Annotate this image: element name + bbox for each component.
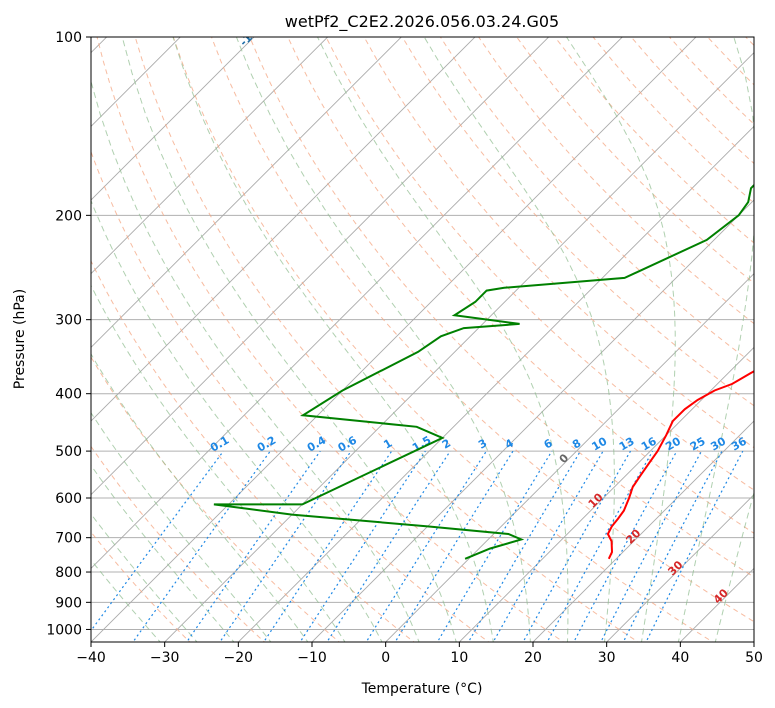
y-tick-label: 300 [55,313,82,329]
x-axis-label: Temperature (°C) [361,681,483,697]
mixing-ratio-line [600,450,703,642]
x-tick-label: 20 [524,650,542,666]
moist-adiabat-line [91,199,383,642]
mixing-ratio-line [132,450,271,642]
background-lines [91,37,754,642]
x-tick-label: 0 [381,650,390,666]
x-tick-label: 40 [671,650,689,666]
dry-adiabat-line [91,531,191,642]
dry-adiabat-line [91,356,340,642]
chart-title: wetPf2_C2E2.2026.056.03.24.G05 [285,12,559,32]
y-tick-label: 1000 [46,622,82,638]
isotherm-line [606,494,754,642]
isotherm-line [458,346,754,642]
dry-adiabat-line [172,37,714,642]
isotherm-line [532,420,754,642]
y-tick-label: 200 [55,208,82,224]
plot-background [91,37,754,642]
y-tick-label: 400 [55,387,82,403]
moist-adiabat-line [317,37,569,642]
moist-adiabat-line [91,464,235,642]
dry-adiabat-line [211,37,754,623]
y-axis-label: Pressure (hPa) [12,289,28,389]
isotherm-label: -100 [237,20,266,49]
x-tick-label: −40 [76,650,106,666]
mixing-ratio-line [394,450,514,642]
y-tick-label: 900 [55,595,82,611]
y-tick-label: 600 [55,491,82,507]
dry-adiabat-line [91,259,415,642]
x-tick-label: 30 [598,650,616,666]
y-tick-label: 800 [55,565,82,581]
moist-adiabat-line [91,284,346,642]
x-tick-label: −30 [150,650,180,666]
moist-adiabat-line [91,79,420,642]
mixing-ratio-line [645,450,744,642]
isotherm-line [91,37,550,496]
mixing-ratio-line [546,450,654,642]
moist-adiabat-line [91,513,198,642]
isotherm-line [91,37,402,348]
y-tick-label: 100 [55,30,82,46]
mixing-ratio-line [622,450,723,642]
x-tick-label: −20 [224,650,254,666]
mixing-ratio-line [91,450,224,632]
mixing-ratio-line [573,450,678,642]
mixing-ratio-line [365,450,487,642]
profile-series [213,183,754,560]
moist-adiabat-line [677,37,754,642]
dry-adiabat-line [478,37,754,325]
moist-adiabat-line [566,37,676,642]
x-tick-label: 10 [450,650,468,666]
mixing-ratio-line [522,450,632,642]
moist-adiabat-line [91,559,161,642]
temperature-line [606,370,754,560]
isotherm-line [91,37,623,569]
mixing-ratio-line [492,450,604,642]
dry-adiabat-line [134,37,639,642]
dry-adiabat-line [96,37,565,642]
dry-adiabat-line [325,37,754,491]
isotherm-line [91,37,697,642]
y-axis: 100 200 300 400 500 600 700 800 900 1000 [46,30,91,638]
isotherm-line [237,125,754,642]
plot-frame [90,36,755,643]
x-tick-label: 50 [745,650,763,666]
isotherm-line [164,52,754,642]
moist-adiabat-line [172,37,494,642]
y-tick-label: 700 [55,531,82,547]
isotherm-line [91,37,255,201]
mixing-ratio-line [436,450,553,642]
mixing-ratio-line [186,450,321,642]
y-tick-label: 500 [55,444,82,460]
dewpoint-line [213,183,754,560]
moist-adiabat-line [423,37,615,642]
isotherm-line [91,37,329,275]
dry-adiabat-line [91,150,490,642]
x-tick-label: −10 [297,650,327,666]
isotherm-line [385,273,754,642]
isotherm-line [311,199,754,642]
x-axis: −40 −30 −20 −10 0 10 20 30 40 50 [76,642,763,666]
moist-adiabat-line [121,37,457,642]
moist-adiabat-line [235,37,531,642]
isotherm-line [91,37,476,422]
mixing-ratio-line [467,450,581,642]
